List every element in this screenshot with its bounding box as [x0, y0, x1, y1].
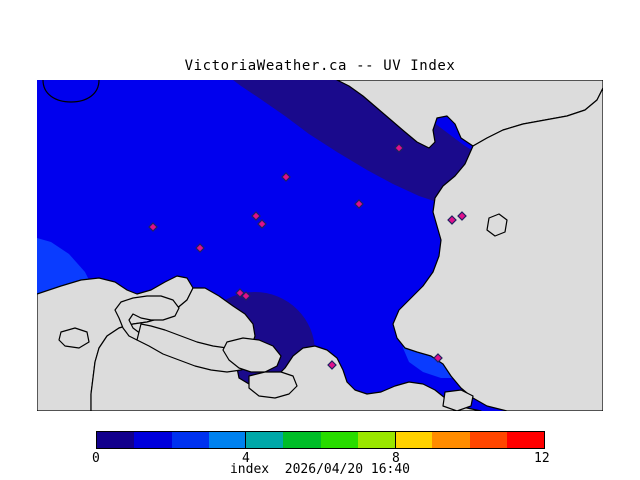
land-south-peninsula — [90, 287, 482, 411]
land-inner-island-a — [222, 337, 282, 373]
station-marker[interactable] — [281, 172, 291, 182]
colorbar-label-mid1: 4 — [242, 451, 250, 466]
colorbar-caption: index 2026/04/20 16:40 — [229, 462, 410, 477]
station-marker-layer — [148, 143, 467, 370]
map-canvas — [37, 80, 603, 411]
colorbar — [96, 431, 545, 449]
colorbar-segment-9 — [432, 432, 470, 448]
station-marker[interactable] — [257, 219, 267, 229]
page-title: VictoriaWeather.ca -- UV Index — [184, 58, 456, 74]
colorbar-segment-11 — [506, 432, 544, 448]
colorbar-label-mid2: 8 — [392, 451, 400, 466]
station-marker[interactable] — [354, 199, 364, 209]
uv-index-map — [37, 80, 603, 411]
colorbar-segment-5 — [283, 432, 321, 448]
colorbar-segment-3 — [208, 432, 246, 448]
station-marker[interactable] — [394, 143, 404, 153]
graticule-arc — [42, 80, 100, 103]
colorbar-segment-6 — [320, 432, 358, 448]
colorbar-label-min: 0 — [92, 451, 100, 466]
colorbar-gradient — [96, 431, 545, 449]
colorbar-segment-7 — [357, 432, 395, 448]
land-east-mainland — [392, 87, 603, 411]
station-marker[interactable] — [235, 288, 245, 298]
colorbar-segment-2 — [171, 432, 209, 448]
station-marker[interactable] — [447, 215, 457, 225]
station-marker[interactable] — [195, 243, 205, 253]
land-inner-island-b — [248, 371, 298, 399]
colorbar-tick-4 — [245, 431, 246, 449]
colorbar-segment-4 — [246, 432, 284, 448]
land-layer — [37, 80, 603, 411]
colorbar-label-max: 12 — [534, 451, 550, 466]
colorbar-segment-8 — [395, 432, 433, 448]
station-marker[interactable] — [241, 291, 251, 301]
station-marker[interactable] — [148, 222, 158, 232]
station-marker[interactable] — [433, 353, 443, 363]
land-small-island-southeast — [442, 389, 474, 411]
colorbar-tick-8 — [395, 431, 396, 449]
station-marker[interactable] — [251, 211, 261, 221]
land-small-island-west — [58, 327, 90, 349]
colorbar-segment-0 — [97, 432, 135, 448]
station-marker[interactable] — [457, 211, 467, 221]
contour-band-dark-navy-north — [233, 80, 507, 206]
station-marker[interactable] — [327, 360, 337, 370]
colorbar-segment-1 — [134, 432, 172, 448]
colorbar-segment-10 — [469, 432, 507, 448]
land-central-spit — [114, 295, 180, 341]
land-east-notch — [486, 213, 508, 237]
